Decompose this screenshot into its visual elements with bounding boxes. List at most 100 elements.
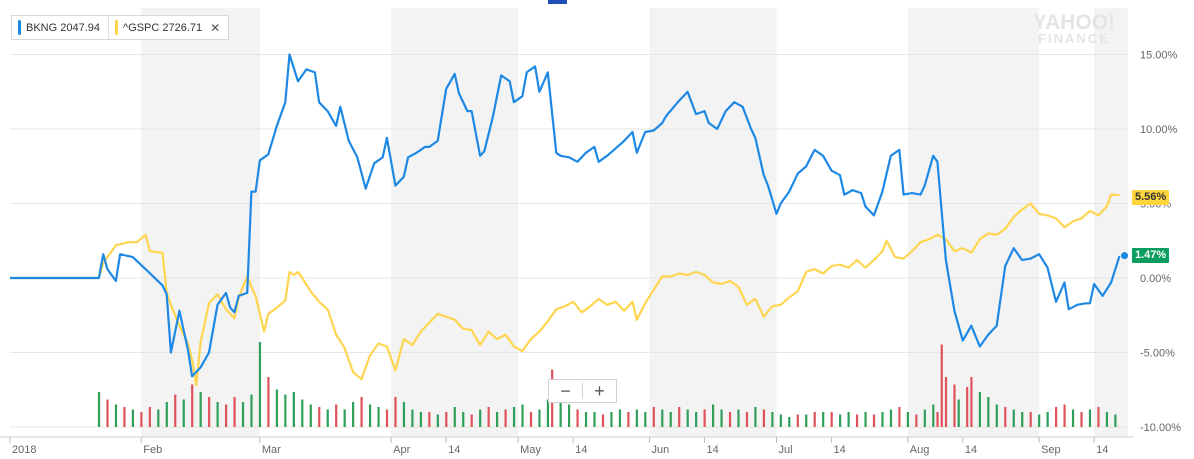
volume-bar <box>661 409 664 427</box>
legend-item-bkng[interactable]: BKNG 2047.94 <box>12 16 108 39</box>
volume-bar <box>737 409 740 427</box>
volume-bar <box>805 414 808 427</box>
volume-bar <box>1029 412 1032 427</box>
volume-bar <box>987 397 990 427</box>
legend-label-bkng: BKNG 2047.94 <box>26 21 100 34</box>
volume-bar <box>576 409 579 427</box>
zoom-out-button[interactable]: − <box>560 381 571 401</box>
volume-bar <box>923 409 926 427</box>
volume-bar <box>678 407 681 427</box>
volume-bar <box>368 404 372 427</box>
volume-bar <box>148 407 151 427</box>
volume-bar <box>106 399 109 427</box>
volume-bar <box>711 404 715 427</box>
volume-bar <box>191 384 194 427</box>
gspc-last-value-badge: 5.56% <box>1132 190 1170 205</box>
volume-bar <box>199 392 202 427</box>
volume-bar <box>174 394 177 427</box>
volume-bar <box>703 409 706 427</box>
x-tick-label: 14 <box>834 444 846 456</box>
volume-bar <box>813 412 816 427</box>
volume-bar <box>635 409 638 427</box>
volume-bar <box>182 399 185 427</box>
x-tick-label: 2018 <box>12 444 36 456</box>
volume-bar <box>728 412 732 427</box>
x-tick-label: 14 <box>965 444 977 456</box>
series-legend: BKNG 2047.94 ^GSPC 2726.71 ✕ <box>11 15 230 40</box>
volume-bar <box>546 399 550 427</box>
volume-bar <box>1012 409 1015 427</box>
volume-bar <box>352 402 355 427</box>
volume-bar <box>123 407 126 427</box>
volume-bar <box>318 407 321 427</box>
volume-bar <box>932 404 935 427</box>
volume-bar <box>258 342 262 427</box>
volume-bar <box>1004 407 1007 427</box>
volume-bar <box>898 407 901 427</box>
volume-bar <box>487 407 490 427</box>
volume-bar <box>610 412 613 427</box>
volume-bar <box>394 397 397 427</box>
range-selector-indicator[interactable] <box>548 0 567 4</box>
volume-bar <box>140 412 143 427</box>
volume-bar <box>436 414 439 427</box>
volume-bar <box>208 397 211 427</box>
watermark-line2: FINANCE <box>1038 31 1110 46</box>
volume-bar <box>1114 414 1117 427</box>
volume-bar <box>233 397 236 427</box>
x-tick-label: May <box>520 444 541 456</box>
y-tick-label: 0.00% <box>1140 273 1171 285</box>
volume-bar <box>445 412 448 427</box>
volume-bar <box>1088 409 1092 427</box>
volume-bar <box>309 404 312 427</box>
volume-bar <box>889 409 893 427</box>
legend-item-gspc[interactable]: ^GSPC 2726.71 ✕ <box>108 16 228 39</box>
volume-bar <box>627 412 630 427</box>
volume-bar <box>1055 407 1058 427</box>
bkng-color-swatch <box>18 20 21 35</box>
gspc-color-swatch <box>115 20 118 35</box>
volume-bar <box>428 412 431 427</box>
volume-bar <box>512 407 516 427</box>
volume-bar <box>114 404 118 427</box>
remove-comparison-close-icon[interactable]: ✕ <box>210 20 221 35</box>
volume-bar <box>453 407 456 427</box>
volume-bar <box>686 409 689 427</box>
zoom-in-button[interactable]: + <box>594 381 605 401</box>
volume-bar <box>1063 404 1066 427</box>
volume-bar <box>601 414 605 427</box>
x-tick-label: 14 <box>1096 444 1108 456</box>
volume-bar <box>720 409 723 427</box>
x-tick-label: Jun <box>651 444 669 456</box>
yahoo-finance-watermark: YAHOO! FINANCE <box>1024 12 1124 45</box>
volume-bar <box>796 414 799 427</box>
volume-bar <box>970 377 973 427</box>
volume-bar <box>470 414 473 427</box>
month-band <box>141 8 260 437</box>
volume-bar <box>754 407 757 427</box>
volume-bar <box>360 397 363 427</box>
volume-bar <box>462 412 465 427</box>
volume-bar <box>944 377 948 427</box>
volume-bar <box>385 409 389 427</box>
volume-bar <box>872 414 876 427</box>
volume-bar <box>538 409 541 427</box>
volume-bar <box>855 414 859 427</box>
volume-bar <box>644 412 647 427</box>
x-tick-label: 14 <box>448 444 460 456</box>
volume-bar <box>618 409 622 427</box>
volume-bar <box>402 402 406 427</box>
y-tick-label: -10.00% <box>1140 422 1181 434</box>
volume-bar <box>1021 412 1024 427</box>
month-band <box>1094 8 1128 437</box>
volume-bar <box>521 404 524 427</box>
volume-bar <box>559 394 562 427</box>
zoom-control: − + <box>548 379 617 403</box>
volume-bar <box>957 399 960 427</box>
volume-bar <box>496 412 499 427</box>
volume-bar <box>1071 409 1075 427</box>
volume-bar <box>584 412 588 427</box>
volume-bar <box>995 404 998 427</box>
volume-bar <box>326 409 329 427</box>
x-tick-label: Aug <box>910 444 930 456</box>
